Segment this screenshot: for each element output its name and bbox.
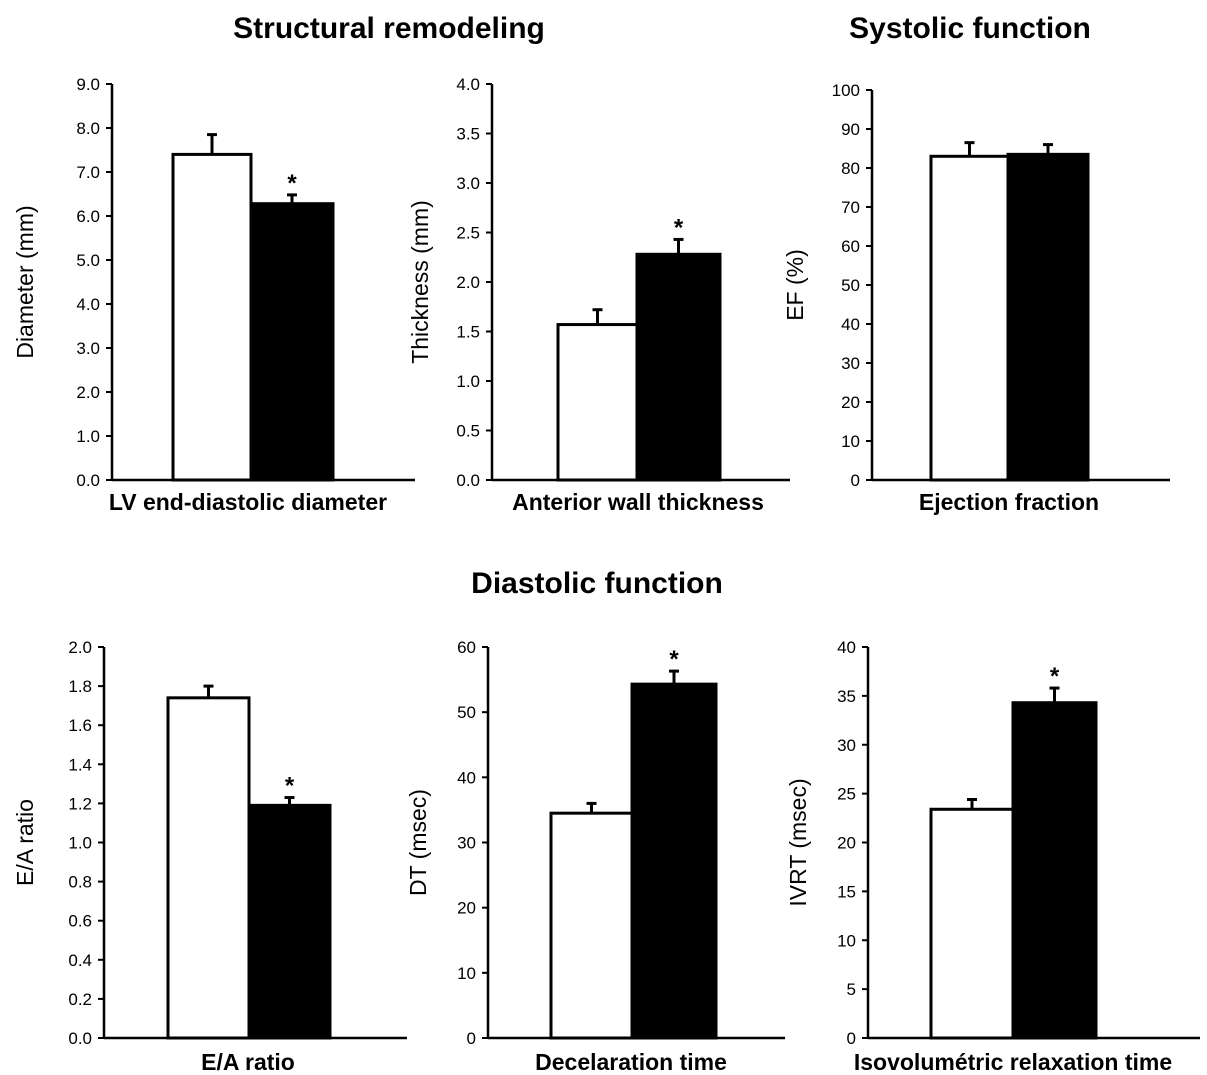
y-tick-label: 1.8 — [68, 677, 92, 696]
y-tick-label: 0.5 — [456, 422, 480, 441]
chart-panel-6: 0 5 10 15 20 25 30 35 40 * Isovolumétric relaxatio… — [785, 638, 1200, 1075]
y-tick-label: 8.0 — [76, 119, 100, 138]
charts-group: 0.0 1.0 2.0 3.0 4.0 5.0 6.0 7.0 8.0 9.0 * LV end-di… — [12, 75, 1200, 1075]
y-tick-label: 70 — [841, 198, 860, 217]
y-tick-label: 35 — [837, 687, 856, 706]
bar-black — [630, 682, 718, 1040]
significance-marker: * — [285, 773, 295, 800]
y-axis-label: E/A ratio — [12, 799, 38, 886]
y-tick-label: 30 — [841, 354, 860, 373]
y-axis-label: Thickness (mm) — [407, 200, 433, 364]
y-tick-label: 9.0 — [76, 75, 100, 94]
y-tick-label: 40 — [457, 768, 476, 787]
x-axis-label: LV end-diastolic diameter — [109, 489, 387, 515]
y-tick-label: 5.0 — [76, 251, 100, 270]
significance-marker: * — [669, 646, 679, 673]
chart-panel-3: 0 10 20 30 40 50 60 70 80 90 100 Ejection fraction E… — [782, 81, 1170, 515]
x-axis-label: Isovolumétric relaxation time — [854, 1049, 1172, 1075]
y-tick-label: 1.4 — [68, 755, 92, 774]
y-tick-label: 0 — [847, 1029, 856, 1048]
y-tick-label: 3.0 — [76, 339, 100, 358]
y-tick-label: 3.5 — [456, 125, 480, 144]
bar-black — [1006, 152, 1090, 482]
chart-panel-2: 0.0 0.5 1.0 1.5 2.0 2.5 3.0 3.5 4.0 * Anterior wal… — [407, 75, 790, 515]
significance-marker: * — [1050, 663, 1060, 690]
y-tick-label: 0.2 — [68, 990, 92, 1009]
x-axis-label: Anterior wall thickness — [512, 489, 764, 515]
bar-white — [166, 696, 251, 1040]
y-tick-label: 2.5 — [456, 224, 480, 243]
y-tick-label: 0 — [467, 1029, 476, 1048]
bar-white — [171, 152, 253, 482]
chart-panel-4: 0.0 0.2 0.4 0.6 0.8 1.0 1.2 1.4 1.6 1.8 2.0 * E/A ra… — [12, 638, 407, 1075]
x-axis-label: Decelaration time — [535, 1049, 727, 1075]
y-tick-label: 0.0 — [76, 471, 100, 490]
y-tick-label: 1.0 — [456, 372, 480, 391]
y-tick-label: 5 — [847, 980, 856, 999]
y-tick-label: 80 — [841, 159, 860, 178]
y-tick-label: 0 — [851, 471, 860, 490]
y-tick-label: 20 — [457, 899, 476, 918]
significance-marker: * — [674, 214, 684, 241]
y-tick-label: 10 — [457, 964, 476, 983]
y-tick-label: 1.2 — [68, 794, 92, 813]
significance-marker: * — [287, 170, 297, 197]
bar-black — [247, 803, 332, 1040]
section-title-structural: Structural remodeling — [233, 12, 545, 45]
bar-white — [556, 323, 639, 482]
y-tick-label: 25 — [837, 785, 856, 804]
chart-panel-1: 0.0 1.0 2.0 3.0 4.0 5.0 6.0 7.0 8.0 9.0 * LV end-di… — [12, 75, 415, 515]
y-tick-label: 0.4 — [68, 951, 92, 970]
y-tick-label: 1.0 — [68, 834, 92, 853]
bar-white — [549, 811, 634, 1040]
y-tick-label: 40 — [841, 315, 860, 334]
y-tick-label: 4.0 — [456, 75, 480, 94]
y-tick-label: 0.0 — [456, 471, 480, 490]
y-tick-label: 0.6 — [68, 912, 92, 931]
y-tick-label: 10 — [841, 432, 860, 451]
y-tick-label: 2.0 — [76, 383, 100, 402]
bar-black — [249, 202, 335, 482]
y-tick-label: 30 — [837, 736, 856, 755]
bar-white — [929, 807, 1015, 1040]
y-tick-label: 20 — [841, 393, 860, 412]
y-tick-label: 60 — [457, 638, 476, 657]
y-axis-label: IVRT (msec) — [785, 778, 811, 906]
y-tick-label: 2.0 — [456, 273, 480, 292]
bar-black — [635, 252, 722, 482]
y-tick-label: 3.0 — [456, 174, 480, 193]
y-tick-label: 0.0 — [68, 1029, 92, 1048]
y-tick-label: 2.0 — [68, 638, 92, 657]
y-axis-label: EF (%) — [782, 249, 808, 321]
y-tick-label: 90 — [841, 120, 860, 139]
bar-black — [1011, 701, 1098, 1040]
y-axis-label: DT (msec) — [405, 789, 431, 896]
y-tick-label: 0.8 — [68, 873, 92, 892]
y-tick-label: 20 — [837, 834, 856, 853]
y-tick-label: 30 — [457, 834, 476, 853]
section-title-systolic: Systolic function — [849, 12, 1091, 45]
y-tick-label: 1.0 — [76, 427, 100, 446]
y-tick-label: 10 — [837, 931, 856, 950]
y-tick-label: 6.0 — [76, 207, 100, 226]
y-tick-label: 50 — [457, 703, 476, 722]
y-tick-label: 15 — [837, 882, 856, 901]
y-axis-label: Diameter (mm) — [12, 205, 38, 358]
y-tick-label: 50 — [841, 276, 860, 295]
bar-white — [929, 154, 1010, 482]
y-tick-label: 60 — [841, 237, 860, 256]
x-axis-label: E/A ratio — [201, 1049, 295, 1075]
chart-panel-5: 0 10 20 30 40 50 60 * Decelaration time DT (msec) — [405, 638, 785, 1075]
section-title-diastolic: Diastolic function — [471, 567, 723, 600]
y-tick-label: 4.0 — [76, 295, 100, 314]
y-tick-label: 7.0 — [76, 163, 100, 182]
y-tick-label: 40 — [837, 638, 856, 657]
y-tick-label: 1.5 — [456, 323, 480, 342]
y-tick-label: 100 — [832, 81, 860, 100]
y-tick-label: 1.6 — [68, 716, 92, 735]
x-axis-label: Ejection fraction — [919, 489, 1099, 515]
